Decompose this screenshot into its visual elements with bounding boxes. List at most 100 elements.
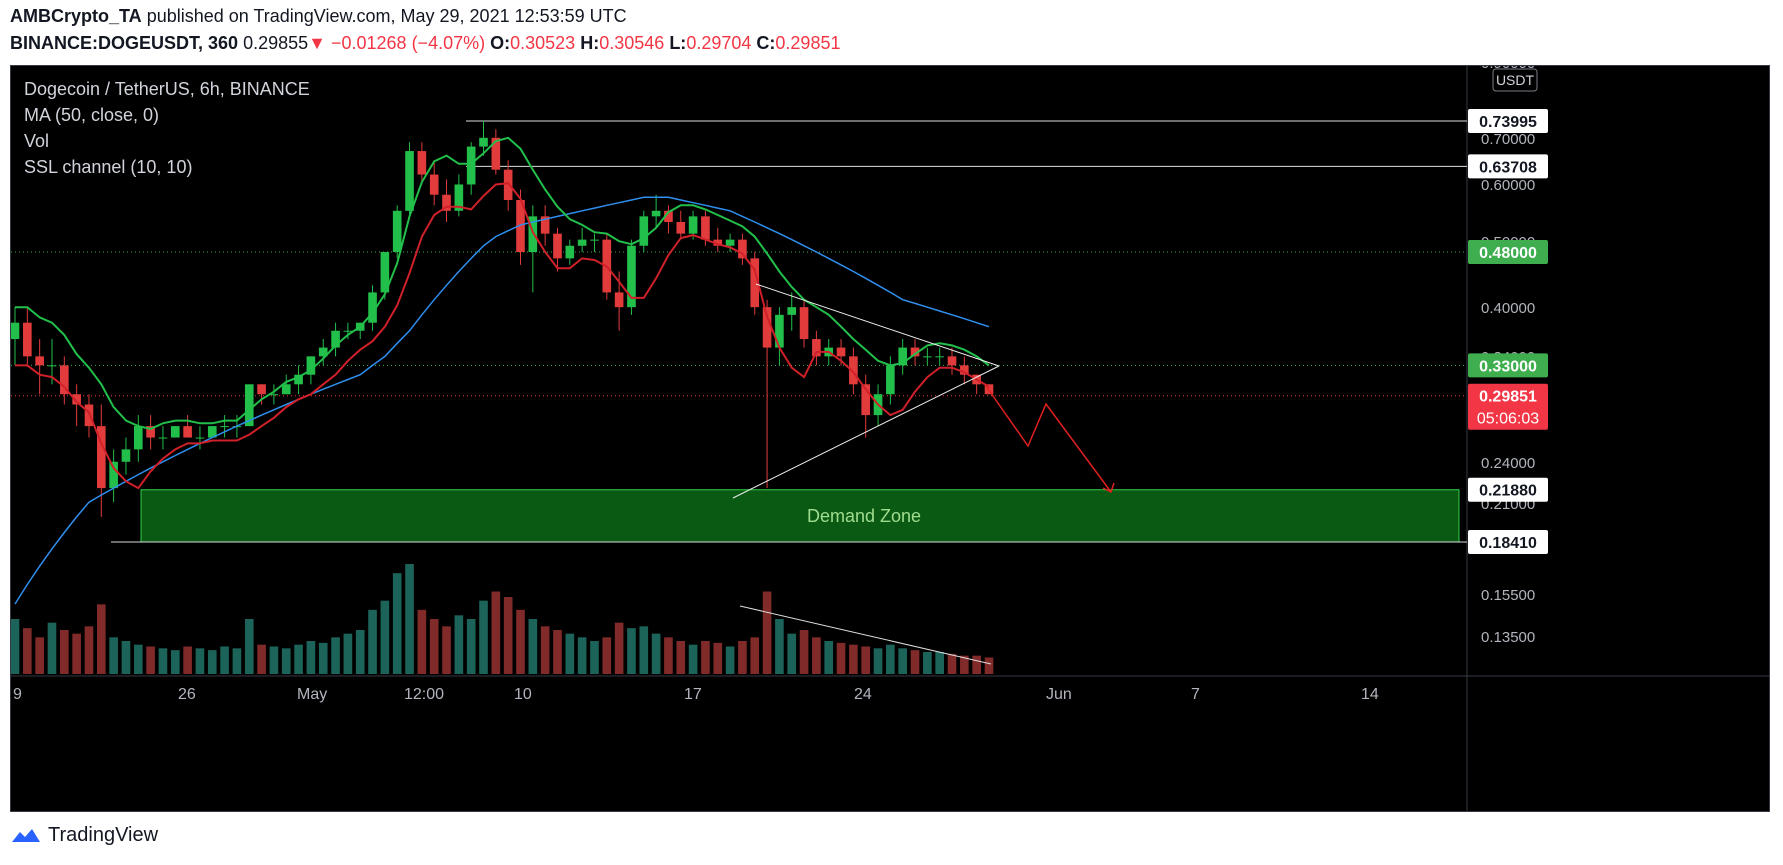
candle-body[interactable] bbox=[133, 426, 143, 450]
candle-body[interactable] bbox=[466, 146, 476, 185]
volume-bar[interactable] bbox=[651, 633, 661, 674]
candle-body[interactable] bbox=[96, 426, 106, 489]
candle-body[interactable] bbox=[257, 384, 266, 395]
volume-bar[interactable] bbox=[183, 646, 192, 675]
candle-body[interactable] bbox=[429, 174, 439, 195]
candle-body[interactable] bbox=[491, 137, 501, 170]
candle-body[interactable] bbox=[72, 394, 81, 405]
current-price-tag[interactable] bbox=[1468, 383, 1548, 430]
volume-bar[interactable] bbox=[294, 644, 303, 674]
demand-zone[interactable] bbox=[140, 489, 1460, 543]
candle-body[interactable] bbox=[158, 437, 168, 439]
volume-bar[interactable] bbox=[466, 619, 476, 674]
legend-ssl[interactable]: SSL channel (10, 10) bbox=[24, 157, 193, 177]
candle-body[interactable] bbox=[368, 292, 377, 323]
tradingview-brand[interactable]: TradingView bbox=[48, 824, 159, 846]
volume-bar[interactable] bbox=[60, 630, 69, 674]
candle-body[interactable] bbox=[405, 151, 414, 211]
chart-frame[interactable]: Demand Zone0.900000.700000.600000.500000… bbox=[10, 65, 1770, 812]
volume-bar[interactable] bbox=[762, 591, 772, 675]
volume-bar[interactable] bbox=[96, 604, 106, 674]
volume-bar[interactable] bbox=[429, 619, 439, 674]
candle-body[interactable] bbox=[849, 356, 858, 385]
volume-bar[interactable] bbox=[503, 597, 513, 674]
candle-body[interactable] bbox=[738, 239, 747, 259]
candle-body[interactable] bbox=[886, 365, 895, 395]
candle-body[interactable] bbox=[762, 307, 772, 348]
volume-bar[interactable] bbox=[244, 619, 254, 674]
candle-body[interactable] bbox=[417, 151, 427, 175]
candle-body[interactable] bbox=[713, 239, 723, 246]
candle-body[interactable] bbox=[590, 239, 599, 241]
volume-bar[interactable] bbox=[306, 641, 316, 674]
candle-body[interactable] bbox=[540, 216, 550, 234]
legend-vol[interactable]: Vol bbox=[24, 131, 50, 151]
ssl-channel-up[interactable] bbox=[15, 136, 990, 430]
candle-body[interactable] bbox=[725, 239, 735, 246]
candle-body[interactable] bbox=[910, 347, 920, 357]
price-level-tag[interactable] bbox=[1468, 109, 1548, 134]
volume-bar[interactable] bbox=[158, 648, 168, 674]
candle-body[interactable] bbox=[639, 216, 649, 246]
candle-body[interactable] bbox=[170, 426, 180, 438]
ssl-channel-down[interactable] bbox=[15, 182, 990, 490]
triangle-lower-line[interactable] bbox=[732, 365, 1000, 499]
volume-bar[interactable] bbox=[910, 650, 920, 674]
candle-body[interactable] bbox=[195, 437, 205, 439]
volume-bar[interactable] bbox=[516, 609, 525, 674]
volume-bar[interactable] bbox=[565, 633, 575, 674]
volume-bar[interactable] bbox=[713, 642, 723, 674]
price-level-tag[interactable] bbox=[1468, 353, 1548, 378]
volume-bar[interactable] bbox=[35, 637, 44, 674]
volume-bar[interactable] bbox=[873, 648, 883, 674]
candle-body[interactable] bbox=[281, 384, 291, 395]
volume-bar[interactable] bbox=[886, 644, 895, 674]
volume-bar[interactable] bbox=[750, 637, 760, 674]
candle-body[interactable] bbox=[11, 322, 20, 340]
candle-body[interactable] bbox=[528, 216, 538, 252]
volume-bar[interactable] bbox=[121, 641, 131, 674]
volume-bar[interactable] bbox=[491, 591, 501, 675]
volume-bar[interactable] bbox=[688, 644, 698, 674]
unit-badge[interactable] bbox=[1492, 68, 1538, 92]
candle-body[interactable] bbox=[701, 216, 710, 240]
candle-body[interactable] bbox=[503, 169, 513, 200]
candle-body[interactable] bbox=[799, 307, 809, 340]
candle-body[interactable] bbox=[380, 251, 390, 293]
price-level-tag[interactable] bbox=[1468, 154, 1548, 179]
price-level-tag[interactable] bbox=[1468, 477, 1548, 502]
candle-body[interactable] bbox=[392, 210, 402, 252]
candle-body[interactable] bbox=[146, 426, 155, 438]
candle-body[interactable] bbox=[60, 365, 69, 395]
candle-body[interactable] bbox=[688, 216, 698, 234]
volume-bar[interactable] bbox=[775, 619, 784, 674]
volume-bar[interactable] bbox=[479, 600, 488, 674]
volume-bar[interactable] bbox=[738, 641, 747, 674]
candle-body[interactable] bbox=[651, 210, 661, 217]
legend-ma[interactable]: MA (50, close, 0) bbox=[24, 105, 160, 125]
volume-bar[interactable] bbox=[787, 633, 797, 674]
candle-body[interactable] bbox=[454, 184, 464, 211]
volume-bar[interactable] bbox=[442, 626, 451, 674]
candle-body[interactable] bbox=[750, 258, 760, 308]
volume-bar[interactable] bbox=[701, 641, 710, 674]
volume-bar[interactable] bbox=[146, 646, 155, 675]
volume-bar[interactable] bbox=[972, 655, 981, 674]
volume-bar[interactable] bbox=[824, 641, 834, 674]
tradingview-logo-icon[interactable] bbox=[10, 826, 42, 846]
volume-bar[interactable] bbox=[836, 642, 846, 674]
candle-body[interactable] bbox=[775, 314, 784, 348]
volume-bar[interactable] bbox=[898, 648, 908, 674]
candle-body[interactable] bbox=[947, 356, 957, 366]
volume-bar[interactable] bbox=[170, 650, 180, 674]
candle-body[interactable] bbox=[109, 461, 118, 489]
volume-bar[interactable] bbox=[331, 637, 340, 674]
candle-body[interactable] bbox=[183, 426, 192, 438]
volume-bar[interactable] bbox=[614, 622, 624, 674]
volume-bar[interactable] bbox=[232, 648, 242, 674]
candle-body[interactable] bbox=[861, 384, 871, 416]
volume-bar[interactable] bbox=[577, 637, 587, 674]
candle-body[interactable] bbox=[479, 137, 488, 147]
volume-bar[interactable] bbox=[528, 619, 538, 674]
candle-body[interactable] bbox=[553, 233, 562, 259]
